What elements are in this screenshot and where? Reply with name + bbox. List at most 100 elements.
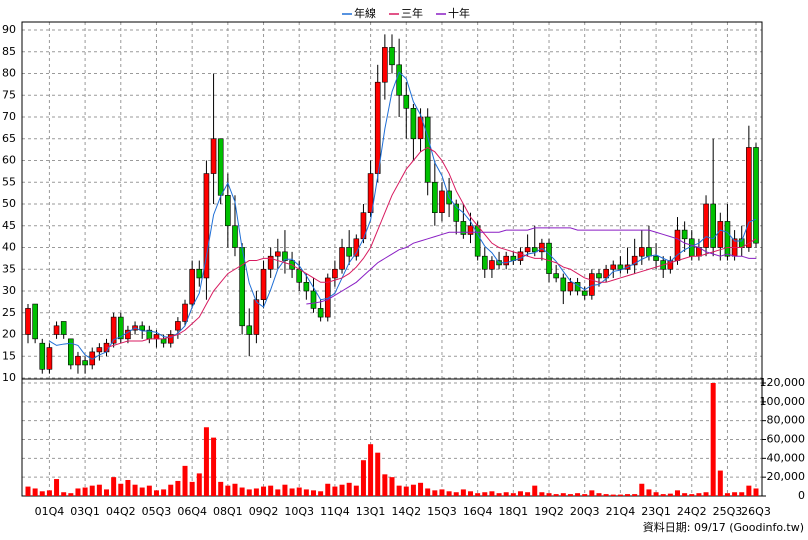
x-tick-label: 13Q1: [356, 505, 386, 518]
candle-body: [232, 225, 238, 248]
y-tick-label: 45: [2, 219, 16, 232]
volume-bar: [532, 485, 538, 496]
candle-body: [60, 321, 67, 335]
candle-body: [560, 277, 567, 292]
candle-body: [82, 360, 88, 366]
volume-bar: [567, 494, 573, 496]
candle-body: [410, 108, 417, 140]
volume-bar: [239, 487, 245, 496]
volume-bar: [625, 494, 631, 496]
volume-bar: [118, 483, 124, 496]
volume-bar: [446, 491, 452, 496]
x-tick-label: 19Q2: [534, 505, 564, 518]
candle-body: [681, 229, 688, 240]
x-tick-label: 05Q3: [142, 505, 172, 518]
y-tick-label: 85: [2, 45, 16, 58]
ma-line: [49, 71, 757, 360]
candle-body: [332, 268, 338, 279]
y-tick-label: 50: [2, 197, 16, 210]
volume-bar: [325, 483, 331, 496]
source-note: 資料日期: 09/17 (Goodinfo.tw): [643, 520, 804, 534]
volume-bar: [489, 491, 495, 496]
x-tick-label: 25Q3: [713, 505, 743, 518]
volume-bar: [453, 492, 459, 496]
candle-body: [531, 247, 538, 253]
y-tick-label: 20: [2, 328, 16, 341]
volume-bar: [425, 488, 431, 496]
volume-bar: [746, 485, 752, 496]
candle-body: [617, 264, 624, 270]
y-tick-label: 10: [2, 371, 16, 384]
y-tick-label: 75: [2, 88, 16, 101]
volume-bar: [382, 474, 388, 496]
volume-bar: [82, 487, 88, 496]
volume-bar: [296, 487, 302, 496]
volume-bar: [396, 485, 402, 496]
candle-body: [303, 281, 310, 292]
candle-body: [53, 325, 60, 335]
candle-body: [275, 251, 281, 257]
candle-body: [639, 247, 645, 257]
volume-bar: [432, 490, 438, 496]
candle-body: [374, 81, 381, 174]
volume-bar: [510, 493, 516, 496]
candle-body: [481, 255, 488, 270]
candle-body: [467, 225, 474, 235]
volume-bar: [724, 493, 730, 496]
y-tick-label: 55: [2, 175, 16, 188]
volume-bar: [346, 482, 352, 496]
candle-body: [46, 347, 53, 370]
y2-tick-label: 60,000: [767, 433, 806, 446]
candle-body: [310, 290, 317, 309]
ma-line: [306, 227, 756, 305]
legend-label: 年線: [354, 6, 376, 20]
volume-bar: [717, 470, 723, 496]
volume-bar: [289, 488, 295, 496]
volume-bar: [353, 485, 359, 496]
volume-bar: [553, 494, 559, 496]
candle-body: [68, 338, 74, 366]
candle-body: [567, 281, 574, 292]
volume-bar: [146, 485, 152, 496]
candle-body: [367, 173, 374, 214]
x-tick-label: 03Q1: [70, 505, 100, 518]
volume-bar: [753, 488, 759, 496]
volume-bar: [104, 489, 110, 496]
candle-body: [596, 273, 602, 279]
candle-body: [631, 255, 638, 266]
volume-bar: [632, 494, 638, 496]
volume-bar: [468, 491, 474, 496]
candle-body: [317, 308, 324, 318]
y-tick-label: 40: [2, 241, 16, 254]
candle-body: [453, 203, 460, 222]
volume-bar: [282, 484, 288, 496]
volume-bar: [617, 494, 623, 496]
volume-bar: [303, 489, 309, 496]
volume-bar: [517, 491, 523, 496]
y-tick-label: 25: [2, 306, 16, 319]
volume-bar: [211, 437, 217, 496]
volume-bar: [182, 465, 188, 496]
volume-bar: [482, 492, 488, 496]
candle-body: [253, 299, 260, 335]
candle-body: [96, 347, 103, 353]
y2-tick-label: 0: [798, 489, 805, 502]
candle-body: [546, 242, 552, 274]
candle-body: [646, 247, 652, 257]
candle-body: [267, 255, 274, 270]
volume-bar: [674, 490, 680, 496]
x-tick-label: 01Q4: [35, 505, 65, 518]
volume-bar: [653, 492, 659, 496]
volume-bar: [139, 487, 145, 496]
volume-bar: [410, 484, 416, 496]
candle-body: [353, 238, 360, 257]
volume-bar: [696, 493, 702, 496]
candle-body: [39, 342, 46, 370]
volume-bar: [232, 483, 238, 496]
volume-bar: [25, 486, 31, 496]
volume-bar: [246, 489, 252, 496]
volume-bar: [403, 486, 409, 496]
volume-bar: [203, 427, 209, 496]
x-tick-label: 15Q3: [427, 505, 457, 518]
